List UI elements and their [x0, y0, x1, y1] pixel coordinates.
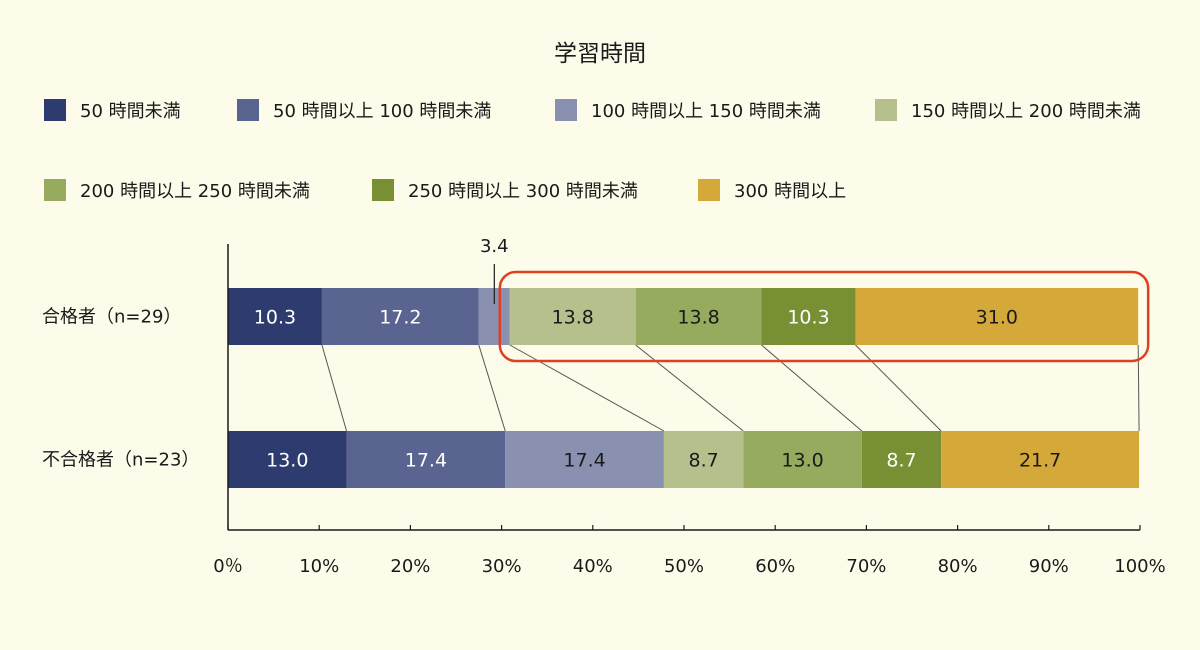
legend-label: 150 時間以上 200 時間未満	[911, 101, 1141, 122]
bar-segment	[941, 431, 1140, 488]
connector-line	[478, 344, 506, 432]
connector-line	[761, 344, 863, 432]
data-label: 31.0	[976, 307, 1018, 329]
bar-segment	[505, 431, 664, 488]
connector-line	[635, 344, 744, 432]
data-label: 8.7	[886, 450, 916, 472]
bars: 10.3 17.2 13.8 13.8 10.3 31.0 13.0 17.4 17.4 8.7 1…	[228, 288, 1140, 488]
x-tick-label: 80%	[938, 556, 978, 577]
bar-segment	[635, 288, 762, 345]
x-tick-label: 20%	[390, 556, 430, 577]
data-label: 13.0	[266, 450, 308, 472]
highlight-box	[498, 270, 1150, 363]
data-label: 13.8	[677, 307, 719, 329]
data-label: 17.4	[405, 450, 447, 472]
bar-segment	[321, 288, 479, 345]
data-label: 10.3	[254, 307, 296, 329]
bar-segment	[663, 431, 744, 488]
legend-label: 250 時間以上 300 時間未満	[408, 181, 638, 202]
x-tick-label: 40%	[573, 556, 613, 577]
legend-label: 300 時間以上	[734, 181, 846, 202]
connector-line	[1137, 344, 1140, 432]
data-label: 8.7	[688, 450, 718, 472]
bar-segment	[861, 431, 942, 488]
legend: 50 時間未満 50 時間以上 100 時間未満 100 時間以上 150 時間未満…	[44, 99, 1141, 202]
data-label: 13.0	[781, 450, 823, 472]
legend-swatch	[875, 99, 897, 121]
x-tick-label: 50%	[664, 556, 704, 577]
x-tick-label: 30%	[482, 556, 522, 577]
legend-swatch	[44, 179, 66, 201]
data-label: 21.7	[1019, 450, 1061, 472]
chart-title: 学習時間	[554, 41, 646, 67]
legend-label: 200 時間以上 250 時間未満	[80, 181, 310, 202]
category-labels: 合格者（n=29） 不合格者（n=23）	[42, 307, 199, 471]
x-tick-label: 100%	[1114, 556, 1165, 577]
data-label: 17.4	[563, 450, 605, 472]
x-tick-label: 60%	[755, 556, 795, 577]
x-tick-label: 10%	[299, 556, 339, 577]
legend-swatch	[237, 99, 259, 121]
legend-swatch	[698, 179, 720, 201]
legend-swatch	[372, 179, 394, 201]
legend-swatch	[44, 99, 66, 121]
connector-lines	[321, 344, 1140, 432]
x-tick-label: 70%	[846, 556, 886, 577]
data-label: 17.2	[379, 307, 421, 329]
annotations: 3.4	[480, 236, 1150, 363]
bar-segment	[228, 288, 322, 345]
bar-segment	[509, 288, 636, 345]
data-label-outside: 3.4	[480, 236, 509, 257]
x-tick-label: 90%	[1029, 556, 1069, 577]
bar-segment	[743, 431, 862, 488]
bar-segment	[761, 288, 856, 345]
bar-segment	[855, 288, 1139, 345]
bar-segment	[228, 431, 347, 488]
legend-swatch	[555, 99, 577, 121]
legend-label: 50 時間未満	[80, 101, 181, 122]
connector-line	[509, 344, 665, 432]
bar-segment	[346, 431, 506, 488]
connector-line	[321, 344, 348, 432]
connector-line	[855, 344, 942, 432]
x-tick-label: 0％	[213, 556, 242, 577]
legend-label: 50 時間以上 100 時間未満	[273, 101, 491, 122]
category-label: 合格者（n=29）	[42, 307, 181, 328]
legend-label: 100 時間以上 150 時間未満	[591, 101, 821, 122]
x-axis: 0％ 10% 20% 30% 40% 50% 60% 70% 80% 90% 100%	[213, 244, 1166, 577]
data-label: 13.8	[552, 307, 594, 329]
data-label: 10.3	[787, 307, 829, 329]
category-label: 不合格者（n=23）	[42, 450, 199, 471]
